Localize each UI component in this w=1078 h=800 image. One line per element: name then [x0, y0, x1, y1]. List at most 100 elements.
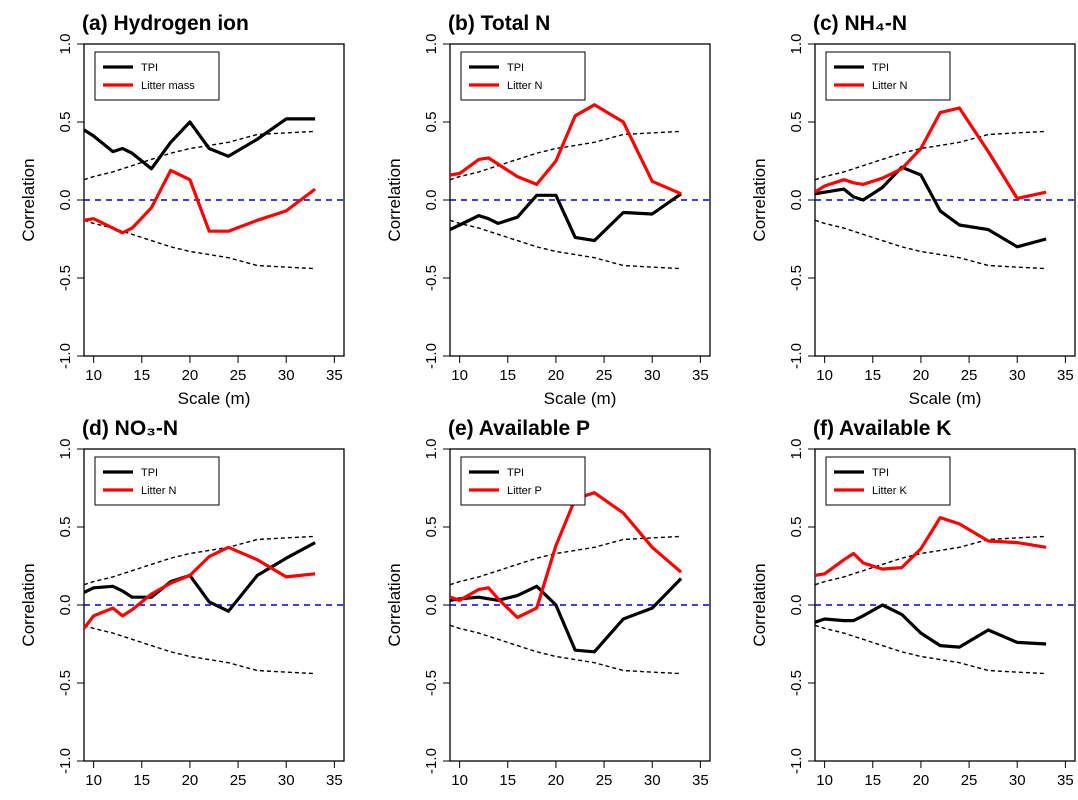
x-tick-label: 35 — [1057, 367, 1074, 384]
plot-area — [84, 117, 344, 270]
x-tick-label: 15 — [864, 772, 881, 789]
envelope-upper-line — [84, 535, 316, 586]
legend: TPI Litter N — [825, 51, 951, 101]
series-line-litter — [84, 545, 316, 630]
x-tick-label: 25 — [961, 367, 978, 384]
y-tick-label: -0.5 — [57, 670, 74, 696]
y-tick-label: -1.0 — [423, 343, 440, 369]
panel-f: (f) Available K 10 15 20 25 30 35 -1.0 -0.5 0.0 0.… — [750, 417, 1076, 800]
legend-box — [825, 456, 951, 506]
series-line-tpi — [815, 165, 1047, 249]
panel-e: (e) Available P 10 15 20 25 30 35 -1.0 -0.5 0.0 0.… — [385, 417, 711, 800]
x-tick-label: 20 — [913, 772, 930, 789]
envelope-lower-line — [84, 624, 316, 675]
legend-box — [460, 456, 586, 506]
series-line-litter — [84, 168, 317, 235]
envelope-upper-line — [815, 130, 1047, 181]
y-axis-label: Correlation — [750, 563, 769, 646]
y-tick-label: 1.0 — [57, 439, 74, 460]
x-tick-label: 25 — [961, 772, 978, 789]
legend-box — [94, 456, 220, 506]
y-tick-label: 0.0 — [788, 190, 805, 211]
panel-title: (a) Hydrogen ion — [82, 12, 249, 35]
y-tick-label: -1.0 — [788, 748, 805, 774]
x-tick-label: 10 — [451, 367, 468, 384]
y-tick-label: -1.0 — [788, 343, 805, 369]
x-tick-label: 25 — [596, 772, 613, 789]
y-tick-label: -1.0 — [57, 748, 74, 774]
x-tick-label: 10 — [816, 367, 833, 384]
y-tick-label: 1.0 — [423, 439, 440, 460]
envelope-lower-line — [815, 219, 1047, 270]
legend: TPI Litter N — [460, 51, 586, 101]
plot-area — [450, 103, 710, 270]
x-tick-label: 35 — [692, 772, 709, 789]
y-tick-label: 0.0 — [423, 595, 440, 616]
x-axis-label: Scale (m) — [909, 389, 982, 408]
panel-b: (b) Total N 10 15 20 25 30 35 -1.0 -0.5 0.0 0.5 1.0… — [385, 12, 711, 408]
envelope-upper-line — [84, 130, 316, 181]
plot-area — [84, 535, 344, 675]
x-tick-label: 15 — [864, 367, 881, 384]
legend-label: TPI — [872, 467, 889, 479]
series-line-tpi — [84, 541, 316, 613]
legend-label: TPI — [872, 62, 889, 74]
x-tick-label: 20 — [182, 772, 199, 789]
y-axis-label: Correlation — [750, 158, 769, 241]
panel-title: (f) Available K — [813, 417, 951, 440]
legend-label: TPI — [507, 62, 524, 74]
y-tick-label: 0.5 — [423, 517, 440, 538]
y-tick-label: 0.0 — [788, 595, 805, 616]
x-tick-label: 35 — [326, 367, 343, 384]
legend: TPI Litter N — [94, 456, 220, 506]
panel-title: (d) NO₃-N — [82, 417, 178, 440]
legend-label: Litter K — [872, 485, 908, 497]
y-tick-label: 0.5 — [57, 517, 74, 538]
panel-title: (b) Total N — [448, 12, 550, 35]
legend: TPI Litter P — [460, 456, 586, 506]
y-tick-label: -0.5 — [788, 670, 805, 696]
x-tick-label: 30 — [644, 367, 661, 384]
envelope-lower-line — [450, 624, 682, 675]
y-tick-label: 1.0 — [788, 439, 805, 460]
x-tick-label: 30 — [1009, 772, 1026, 789]
legend: TPI Litter K — [825, 456, 951, 506]
x-tick-label: 35 — [326, 772, 343, 789]
y-tick-label: 0.5 — [788, 112, 805, 133]
y-tick-label: 1.0 — [57, 34, 74, 55]
x-tick-label: 20 — [182, 367, 199, 384]
panel-d: (d) NO₃-N101520253035-1.0-0.50.00.51.0Sc… — [19, 417, 345, 800]
y-tick-label: 0.0 — [423, 190, 440, 211]
y-tick-label: -0.5 — [57, 265, 74, 291]
x-tick-label: 10 — [451, 772, 468, 789]
x-tick-label: 15 — [499, 772, 516, 789]
x-tick-label: 10 — [85, 367, 102, 384]
y-tick-label: -0.5 — [423, 265, 440, 291]
legend-label: TPI — [507, 467, 524, 479]
legend: TPI Litter mass — [94, 51, 220, 101]
x-tick-label: 15 — [133, 367, 150, 384]
series-line-tpi — [84, 117, 316, 171]
y-tick-label: -0.5 — [788, 265, 805, 291]
y-axis-label: Correlation — [19, 158, 38, 241]
y-tick-label: 0.5 — [57, 112, 74, 133]
y-tick-label: 0.0 — [57, 595, 74, 616]
x-tick-label: 10 — [816, 772, 833, 789]
x-tick-label: 30 — [1009, 367, 1026, 384]
series-line-litter — [815, 106, 1047, 200]
envelope-lower-line — [84, 219, 316, 270]
plot-area — [815, 515, 1075, 675]
legend-box — [825, 51, 951, 101]
legend-label: Litter N — [872, 80, 908, 92]
panel-a: (a) Hydrogen ion 10 15 20 25 30 35 -1.0 -0.5 0.0 0… — [19, 12, 345, 408]
x-tick-label: 15 — [499, 367, 516, 384]
plot-area — [815, 106, 1075, 270]
y-axis-label: Correlation — [19, 563, 38, 646]
y-tick-label: 0.0 — [57, 190, 74, 211]
y-tick-label: -0.5 — [423, 670, 440, 696]
y-tick-label: 0.5 — [423, 112, 440, 133]
legend-box — [460, 51, 586, 101]
x-tick-label: 25 — [230, 772, 247, 789]
legend-label: Litter N — [141, 485, 177, 497]
